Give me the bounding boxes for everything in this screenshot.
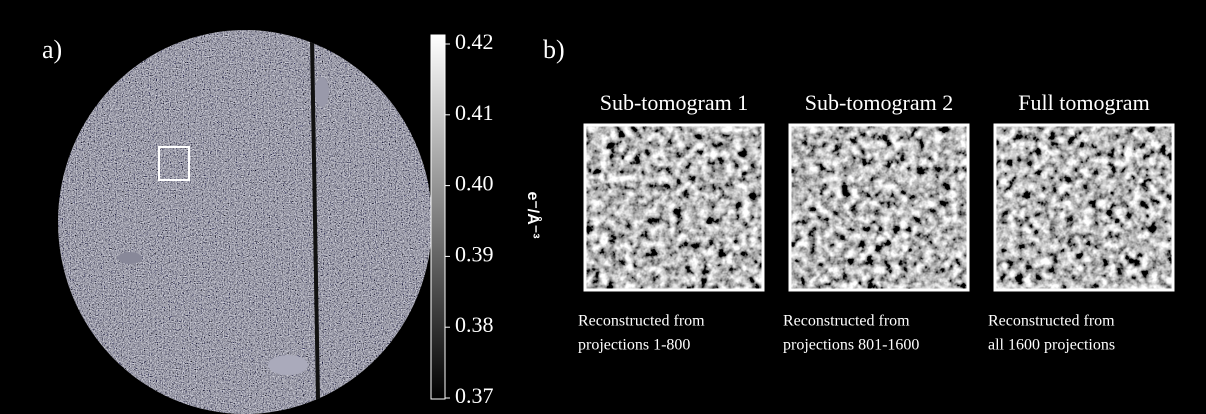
colorbar-tick-label: 0.39 xyxy=(455,241,494,266)
colorbar-tick-label: 0.41 xyxy=(455,100,494,125)
colorbar xyxy=(431,35,445,399)
colorbar-ticks: 0.42 0.41 0.40 0.39 0.38 0.37 xyxy=(445,29,494,408)
tomogram-texture xyxy=(55,25,435,414)
figure: a) 0.42 0.41 0.40 0.39 0.38 0.37 e⁻/Å⁻³ b) Su… xyxy=(0,0,1206,414)
colorbar-tick-label: 0.42 xyxy=(455,29,494,54)
colorbar-tick-label: 0.37 xyxy=(455,383,494,408)
subpanel: Sub-tomogram 1 Reconstructed from projecti… xyxy=(578,90,763,354)
subpanel-caption: all 1600 projections xyxy=(988,337,1115,354)
subpanel-caption: projections 1-800 xyxy=(578,337,690,354)
panel-label: a) xyxy=(42,35,62,64)
subpanels: Sub-tomogram 1 Reconstructed from projecti… xyxy=(578,90,1173,354)
inclusion xyxy=(268,355,308,375)
colorbar-label: e⁻/Å⁻³ xyxy=(524,191,543,238)
subtomogram-texture xyxy=(995,125,1173,290)
subpanel-caption: Reconstructed from xyxy=(783,313,910,330)
inclusion xyxy=(118,252,142,264)
subpanel: Full tomogram Reconstructed from all 1600 … xyxy=(988,90,1173,354)
subpanel-title: Sub-tomogram 2 xyxy=(805,90,954,115)
subpanel-title: Sub-tomogram 1 xyxy=(600,90,749,115)
subpanel-caption: projections 801-1600 xyxy=(783,337,919,354)
subpanel-caption: Reconstructed from xyxy=(578,313,705,330)
subpanel-title: Full tomogram xyxy=(1018,90,1149,115)
subpanel: Sub-tomogram 2 Reconstructed from projecti… xyxy=(783,90,968,354)
colorbar-tick-label: 0.38 xyxy=(455,312,494,337)
subtomogram-texture xyxy=(585,125,763,290)
subpanel-caption: Reconstructed from xyxy=(988,313,1115,330)
tomogram-slice xyxy=(55,25,435,414)
subtomogram-texture xyxy=(790,125,968,290)
colorbar-tick-label: 0.40 xyxy=(455,171,494,196)
panel-label: b) xyxy=(543,35,565,64)
inclusion xyxy=(315,77,329,107)
